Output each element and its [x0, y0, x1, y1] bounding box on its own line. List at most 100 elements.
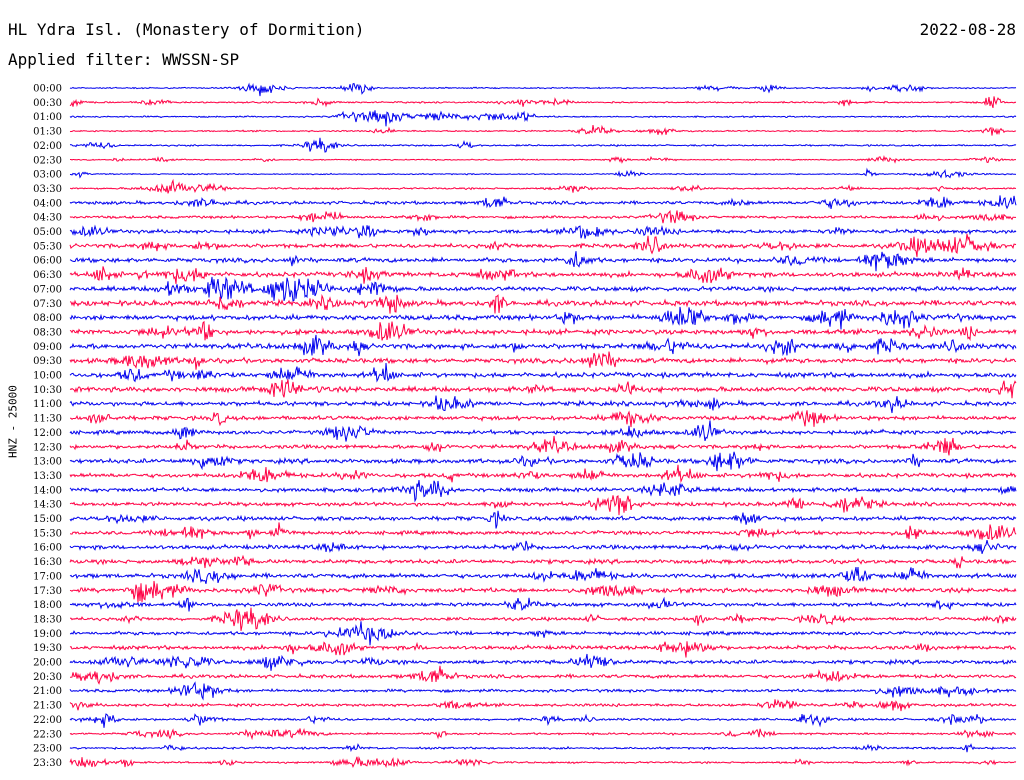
trace-row	[69, 293, 1017, 314]
trace-row	[69, 580, 1017, 603]
time-tick-label: 23:30	[33, 758, 62, 769]
trace-row	[69, 124, 1017, 136]
trace-row	[69, 728, 1017, 741]
time-tick-label: 08:00	[33, 313, 62, 324]
time-tick-label: 20:00	[33, 658, 62, 669]
trace-row	[69, 522, 1017, 540]
trace-row	[69, 665, 1017, 685]
time-tick-label: 22:00	[33, 715, 62, 726]
trace-row	[69, 435, 1017, 456]
trace-row	[69, 276, 1017, 302]
time-tick-label: 17:00	[33, 571, 62, 582]
trace-row	[69, 395, 1017, 414]
time-tick-label: 09:30	[33, 356, 62, 367]
time-tick-label: 15:30	[33, 528, 62, 539]
trace-row	[69, 306, 1017, 330]
trace-row	[69, 681, 1017, 701]
time-tick-label: 15:00	[33, 514, 62, 525]
time-tick-label: 05:00	[33, 227, 62, 238]
trace-row	[69, 351, 1017, 370]
trace-row	[69, 137, 1017, 153]
time-tick-label: 22:30	[33, 729, 62, 740]
time-tick-label: 21:30	[33, 701, 62, 712]
trace-row	[69, 554, 1017, 569]
trace-row	[69, 464, 1017, 484]
trace-row	[69, 699, 1017, 712]
trace-row	[70, 410, 1017, 428]
time-tick-label: 06:30	[33, 270, 62, 281]
time-tick-label: 12:30	[33, 442, 62, 453]
trace-row	[69, 362, 1017, 383]
date-label: 2022-08-28	[919, 20, 1016, 39]
time-tick-label: 10:00	[33, 371, 62, 382]
time-tick-label: 07:30	[33, 299, 62, 310]
station-title: HL Ydra Isl. (Monastery of Dormition)	[8, 20, 365, 39]
filter-label: Applied filter: WWSSN-SP	[8, 50, 240, 69]
time-tick-label: 03:30	[33, 184, 62, 195]
trace-row	[69, 495, 1017, 516]
time-tick-label: 01:00	[33, 112, 62, 123]
time-tick-label: 02:30	[33, 155, 62, 166]
trace-row	[69, 510, 1017, 529]
time-tick-label: 02:00	[33, 141, 62, 152]
trace-row	[69, 251, 1017, 272]
trace-row	[69, 743, 1017, 753]
trace-row	[69, 224, 1017, 239]
trace-row	[69, 539, 1017, 554]
time-tick-label: 13:30	[33, 471, 62, 482]
trace-row	[69, 596, 1017, 612]
time-tick-label: 19:30	[33, 643, 62, 654]
trace-row	[69, 713, 1017, 728]
trace-row	[69, 755, 1017, 769]
trace-row	[69, 233, 1017, 257]
trace-row	[69, 621, 1017, 646]
time-tick-label: 00:00	[33, 84, 62, 95]
time-tick-label: 11:00	[33, 399, 62, 410]
time-tick-label: 07:00	[33, 284, 62, 295]
time-tick-label: 12:00	[33, 428, 62, 439]
time-tick-label: 05:30	[33, 241, 62, 252]
trace-row	[69, 82, 1017, 97]
time-tick-label: 20:30	[33, 672, 62, 683]
time-tick-label: 13:00	[33, 457, 62, 468]
trace-row	[69, 451, 1017, 472]
time-tick-label: 00:30	[33, 98, 62, 109]
time-tick-label: 14:30	[33, 500, 62, 511]
time-tick-label: 16:00	[33, 543, 62, 554]
trace-row	[70, 178, 1017, 194]
time-tick-label: 17:30	[33, 586, 62, 597]
time-tick-label: 18:00	[33, 600, 62, 611]
time-tick-label: 11:30	[33, 414, 62, 425]
time-tick-label: 10:30	[33, 385, 62, 396]
trace-row	[69, 480, 1017, 503]
trace-row	[69, 641, 1017, 658]
time-tick-label: 01:30	[33, 127, 62, 138]
time-tick-label: 04:30	[33, 213, 62, 224]
trace-row	[70, 155, 1016, 164]
trace-row	[69, 96, 1017, 109]
time-tick-label: 06:00	[33, 256, 62, 267]
trace-row	[69, 334, 1017, 357]
time-tick-label: 21:00	[33, 686, 62, 697]
trace-row	[69, 607, 1017, 631]
time-tick-label: 04:00	[33, 198, 62, 209]
time-tick-label: 08:30	[33, 327, 62, 338]
trace-row	[69, 320, 1017, 342]
time-tick-label: 23:00	[33, 744, 62, 755]
trace-row	[69, 167, 1017, 179]
trace-row	[69, 420, 1017, 442]
time-tick-label: 16:30	[33, 557, 62, 568]
time-tick-label: 18:30	[33, 614, 62, 625]
trace-row	[69, 653, 1017, 671]
trace-row	[69, 195, 1017, 210]
time-tick-label: 19:00	[33, 629, 62, 640]
time-tick-label: 09:00	[33, 342, 62, 353]
trace-row	[69, 379, 1017, 399]
trace-row	[69, 210, 1017, 224]
trace-row	[69, 110, 1017, 127]
time-tick-label: 14:00	[33, 485, 62, 496]
trace-row	[69, 566, 1017, 584]
trace-row	[69, 266, 1017, 284]
time-tick-label: 03:00	[33, 170, 62, 181]
